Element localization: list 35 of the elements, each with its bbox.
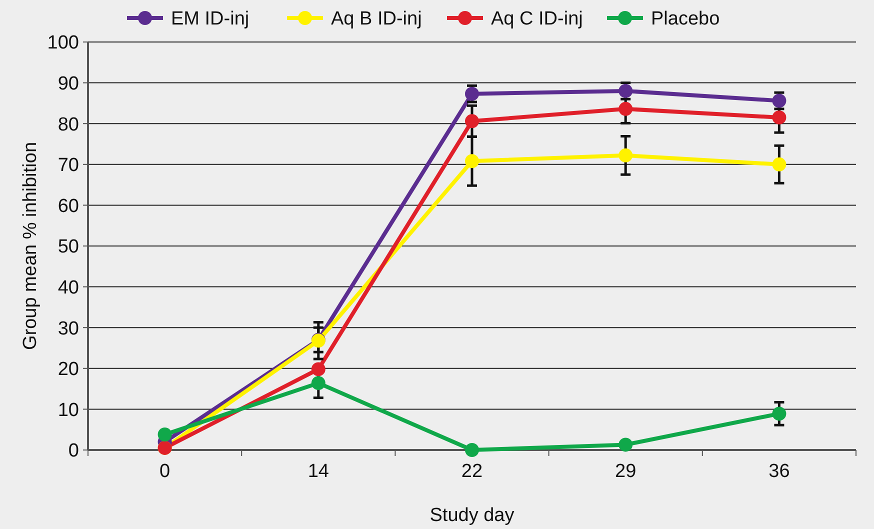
x-tick-label: 22 xyxy=(461,461,483,482)
x-axis-title: Study day xyxy=(430,505,515,526)
y-tick-label: 60 xyxy=(58,196,79,217)
point xyxy=(618,438,633,452)
y-tick-label: 10 xyxy=(58,400,79,421)
y-tick-label: 20 xyxy=(58,359,79,380)
point xyxy=(772,406,786,421)
y-tick-label: 50 xyxy=(58,236,79,258)
legend-label: EM ID-inj xyxy=(171,8,250,30)
legend-label: Aq B ID-inj xyxy=(331,8,422,30)
y-tick-label: 90 xyxy=(58,73,79,94)
y-tick-label: 100 xyxy=(47,32,79,54)
x-tick-label: 14 xyxy=(308,461,330,482)
point xyxy=(158,427,172,442)
point xyxy=(772,110,786,124)
x-tick-label: 29 xyxy=(615,461,636,482)
point xyxy=(465,443,479,457)
point xyxy=(618,102,633,116)
y-axis-title: Group mean % inhibition xyxy=(20,142,41,350)
point xyxy=(465,114,479,128)
point xyxy=(618,148,633,162)
y-tick-label: 0 xyxy=(68,440,79,462)
point xyxy=(465,154,479,168)
y-tick-label: 30 xyxy=(58,318,79,340)
x-tick-label: 0 xyxy=(160,461,170,482)
point xyxy=(311,362,326,376)
point xyxy=(311,376,326,390)
x-tick-label: 36 xyxy=(768,461,790,482)
y-tick-label: 70 xyxy=(58,155,79,176)
point xyxy=(772,157,786,172)
y-tick-label: 40 xyxy=(58,277,79,298)
legend-label: Placebo xyxy=(651,8,720,30)
point xyxy=(772,94,786,108)
legend-label: Aq C ID-inj xyxy=(491,8,583,30)
y-tick-label: 80 xyxy=(58,114,79,136)
